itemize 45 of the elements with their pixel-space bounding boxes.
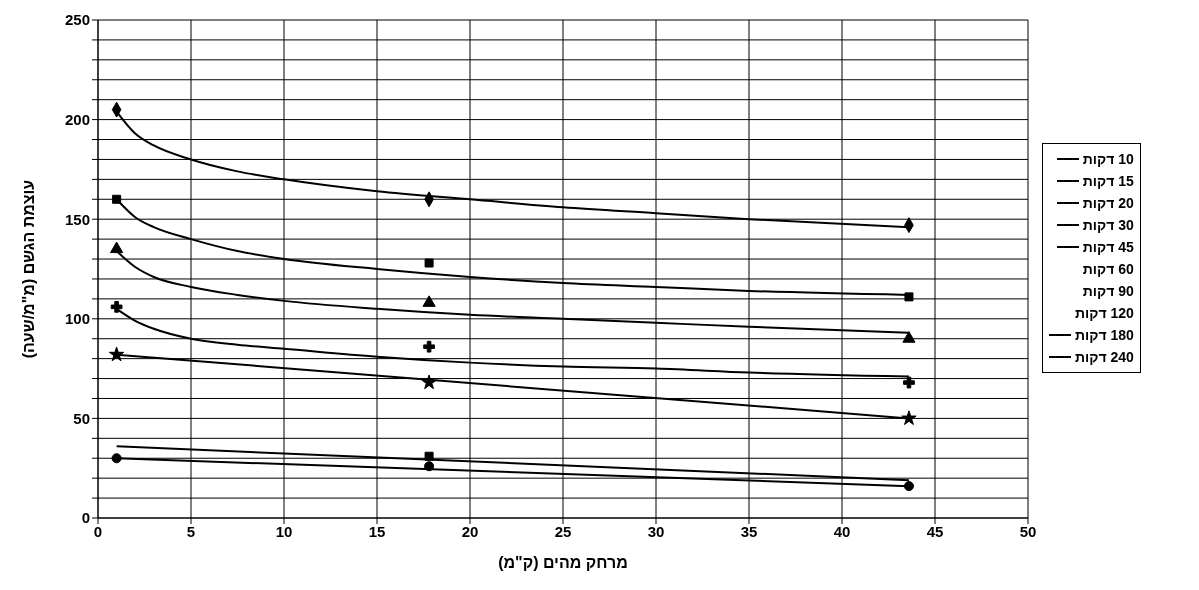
text: 90 דקות	[1082, 283, 1134, 299]
point	[902, 331, 916, 343]
point	[110, 241, 124, 254]
x-tick-label: 45	[926, 522, 944, 540]
point	[904, 292, 914, 302]
x-tick-label: 35	[740, 522, 758, 540]
point	[108, 346, 125, 362]
x-tick-label: 20	[461, 522, 479, 540]
legend-label: 240 דקות	[1075, 349, 1134, 365]
x-tick-label: 30	[647, 522, 665, 540]
x-tick-label: 40	[833, 522, 851, 540]
point	[421, 374, 437, 390]
point	[424, 451, 434, 461]
point	[422, 295, 436, 307]
point	[903, 481, 914, 492]
text: 60 דקות	[1082, 261, 1134, 277]
point	[901, 410, 917, 426]
point	[112, 194, 122, 204]
y-tick-label: 100	[64, 310, 90, 328]
x-tick-label: 5	[186, 522, 196, 540]
point	[110, 300, 123, 313]
legend-label: 15 דקות	[1082, 173, 1134, 189]
legend-label: 45 דקות	[1082, 239, 1134, 255]
x-tick-label: 10	[275, 522, 293, 540]
point	[424, 258, 434, 268]
point	[424, 461, 435, 472]
y-tick-label: 200	[64, 110, 90, 128]
y-tick-label: 250	[64, 11, 90, 29]
x-tick-label: 0	[93, 522, 103, 540]
legend-label: 180 דקות	[1075, 327, 1134, 343]
x-tick-label: 50	[1019, 522, 1037, 540]
y-tick-label: 150	[64, 210, 90, 228]
y-axis-title: עוצמת הגשם (מ"מ/שעה)	[19, 179, 37, 359]
x-axis-title: מרחק מהים (ק"מ)	[498, 554, 628, 571]
legend-label: 20 דקות	[1082, 195, 1134, 211]
y-tick-label: 50	[73, 409, 90, 427]
x-tick-label: 15	[368, 522, 386, 540]
point	[903, 376, 915, 389]
legend-label: 30 דקות	[1082, 217, 1134, 233]
point	[423, 340, 435, 353]
x-tick-label: 25	[554, 522, 572, 540]
point	[111, 453, 122, 464]
legend-label: 10 דקות	[1082, 151, 1134, 167]
y-tick-label: 0	[81, 509, 90, 527]
text: 120 דקות	[1075, 305, 1134, 321]
